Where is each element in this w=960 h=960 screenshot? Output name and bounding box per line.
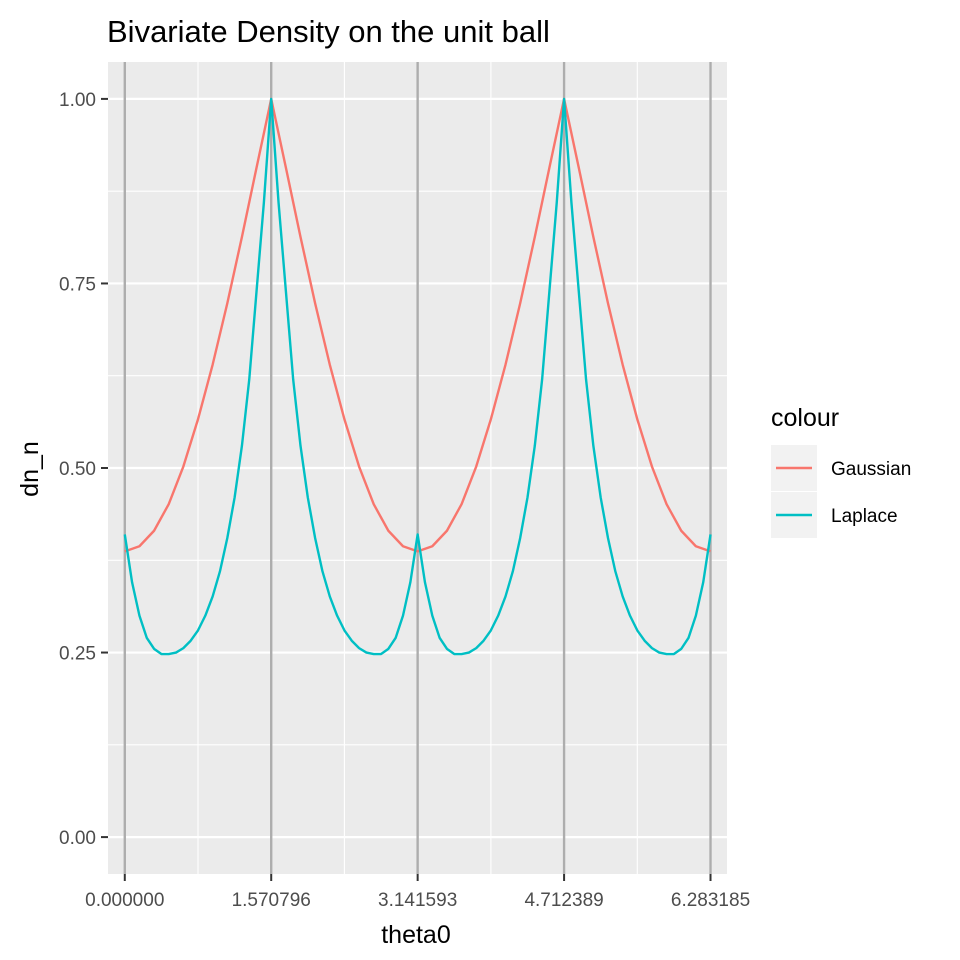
y-tick-label: 1.00 [59,90,96,111]
y-tick-label: 0.50 [59,459,96,480]
chart-title: Bivariate Density on the unit ball [107,14,550,49]
y-tick-label: 0.25 [59,644,96,665]
x-tick-label: 1.570796 [232,890,311,911]
x-axis: 0.000000 1.570796 3.141593 4.712389 6.283185 [85,874,750,911]
x-tick-label: 3.141593 [378,890,457,911]
y-tick-label: 0.75 [59,274,96,295]
x-axis-title: theta0 [381,921,451,949]
legend-label-laplace: Laplace [831,506,898,527]
x-tick-label: 0.000000 [85,890,164,911]
series-lines [123,97,712,656]
series-line-gaussian [124,97,711,553]
x-tick-label: 6.283185 [671,890,750,911]
legend: colour Gaussian Laplace [771,404,911,538]
x-tick-label: 4.712389 [524,890,603,911]
y-tick-label: 0.00 [59,828,96,849]
y-axis-title: dn_n [16,441,44,497]
legend-title: colour [771,404,839,432]
series-line-laplace [123,97,712,656]
legend-label-gaussian: Gaussian [831,459,911,480]
reference-lines [123,62,712,874]
y-axis: 0.00 0.25 0.50 0.75 1.00 [59,90,108,849]
